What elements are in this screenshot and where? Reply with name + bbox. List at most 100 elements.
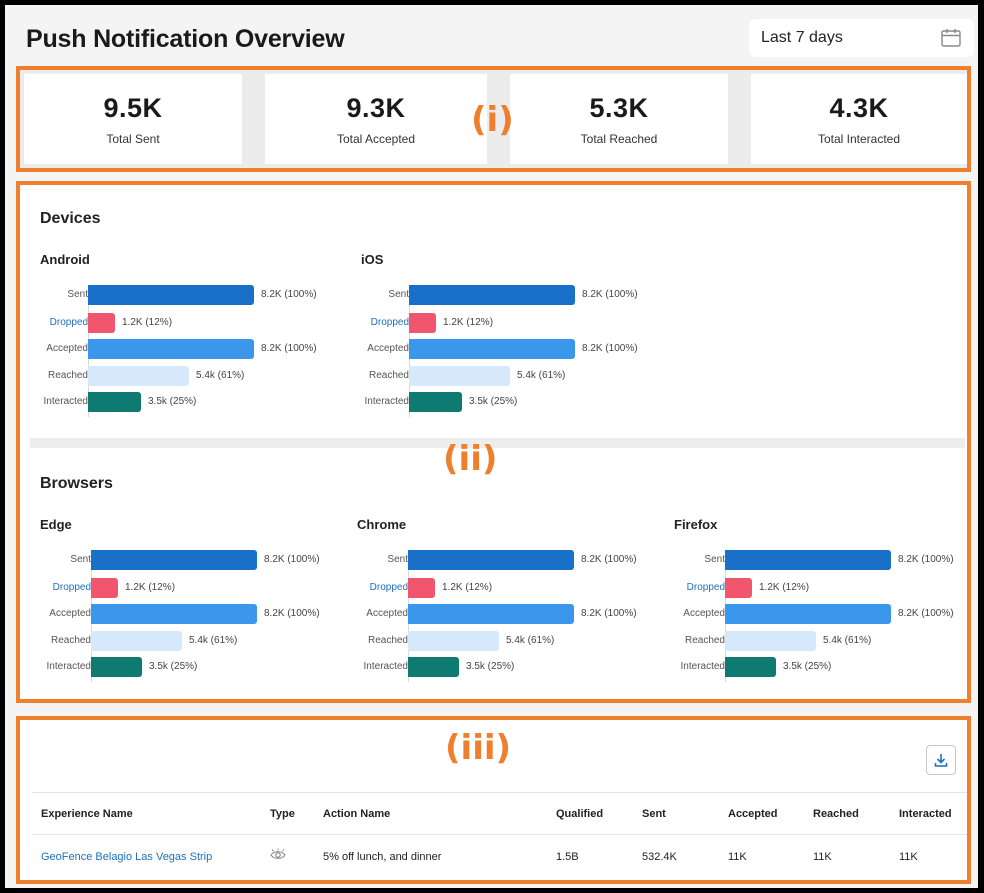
column-header-action-name[interactable]: Action Name: [323, 808, 391, 820]
funnel-row-label: Reached: [684, 635, 725, 646]
funnel-row-reached: Reached 5.4k (61%): [357, 366, 657, 387]
annotation-marker-iii: (iii): [445, 728, 512, 768]
interacted-cell: 11K: [899, 851, 918, 863]
browser-group-title-firefox: Firefox: [674, 517, 718, 532]
funnel-row-label: Sent: [704, 554, 725, 565]
funnel-bar-value: 5.4k (61%): [506, 635, 555, 646]
funnel-row-label: Sent: [70, 554, 91, 565]
funnel-bar-value: 3.5k (25%): [466, 661, 515, 672]
funnel-row-reached: Reached 5.4k (61%): [36, 366, 336, 387]
funnel-row-label: Accepted: [367, 343, 409, 354]
funnel-row-accepted: Accepted 8.2K (100%): [356, 604, 656, 625]
funnel-bar-value: 8.2K (100%): [261, 343, 317, 354]
table-divider: [32, 792, 967, 793]
funnel-row-dropped[interactable]: Dropped 1.2K (12%): [673, 578, 973, 599]
funnel-bar-value: 3.5k (25%): [469, 396, 518, 407]
funnel-row-label: Interacted: [680, 661, 725, 672]
experience-name-link[interactable]: GeoFence Belagio Las Vegas Strip: [41, 851, 213, 863]
browsers-title: Browsers: [40, 475, 113, 492]
funnel-bar: [88, 392, 141, 412]
funnel-row-label: Sent: [67, 289, 88, 300]
funnel-row-dropped[interactable]: Dropped 1.2K (12%): [356, 578, 656, 599]
funnel-bar-value: 8.2K (100%): [264, 554, 320, 565]
funnel-ios: Sent 8.2K (100%) Dropped 1.2K (12%) Accepted…: [357, 285, 657, 425]
date-range-value: Last 7 days: [761, 29, 843, 46]
funnel-bar: [91, 550, 257, 570]
funnel-bar-value: 5.4k (61%): [823, 635, 872, 646]
funnel-row-interacted: Interacted 3.5k (25%): [39, 657, 339, 678]
funnel-row-interacted: Interacted 3.5k (25%): [357, 392, 657, 413]
funnel-row-label: Accepted: [683, 608, 725, 619]
funnel-bar-value: 1.2K (12%): [122, 317, 173, 328]
funnel-bar: [409, 313, 436, 333]
funnel-row-label[interactable]: Dropped: [49, 317, 88, 328]
qualified-cell: 1.5B: [556, 851, 579, 863]
funnel-row-dropped[interactable]: Dropped 1.2K (12%): [357, 313, 657, 334]
funnel-row-label[interactable]: Dropped: [686, 582, 725, 593]
funnel-android: Sent 8.2K (100%) Dropped 1.2K (12%) Accepted…: [36, 285, 336, 425]
download-icon: [934, 754, 948, 767]
funnel-row-label: Interacted: [364, 396, 409, 407]
kpi-card-total-reached: 5.3K Total Reached: [510, 74, 728, 164]
funnel-bar-value: 8.2K (100%): [582, 289, 638, 300]
funnel-row-reached: Reached 5.4k (61%): [356, 631, 656, 652]
funnel-chrome: Sent 8.2K (100%) Dropped 1.2K (12%) Accepted…: [356, 550, 656, 690]
column-header-reached[interactable]: Reached: [813, 808, 859, 820]
funnel-bar-value: 8.2K (100%): [581, 608, 637, 619]
action-name-cell: 5% off lunch, and dinner: [323, 851, 442, 863]
column-header-experience-name[interactable]: Experience Name: [41, 808, 133, 820]
kpi-value: 5.3K: [589, 92, 649, 123]
funnel-bar-value: 8.2K (100%): [582, 343, 638, 354]
funnel-firefox: Sent 8.2K (100%) Dropped 1.2K (12%) Accepted…: [673, 550, 973, 690]
kpi-card-total-interacted: 4.3K Total Interacted: [751, 74, 967, 164]
funnel-bar: [91, 604, 257, 624]
funnel-bar: [88, 285, 254, 305]
funnel-row-label[interactable]: Dropped: [369, 582, 408, 593]
devices-browsers-panel: Devices Android Sent 8.2K (100%) Dropped 1.…: [16, 181, 971, 703]
column-header-type[interactable]: Type: [270, 808, 295, 820]
funnel-row-label: Reached: [47, 370, 88, 381]
kpi-panel: 9.5K Total Sent 9.3K Total Accepted 5.3K…: [16, 66, 971, 172]
funnel-row-reached: Reached 5.4k (61%): [673, 631, 973, 652]
kpi-value: 4.3K: [829, 92, 889, 123]
funnel-bar: [91, 657, 142, 677]
funnel-bar: [408, 604, 574, 624]
funnel-bar-value: 1.2K (12%): [759, 582, 810, 593]
funnel-bar: [725, 631, 816, 651]
funnel-bar-value: 1.2K (12%): [442, 582, 493, 593]
kpi-value: 9.3K: [346, 92, 406, 123]
funnel-bar: [88, 339, 254, 359]
section-divider: [30, 438, 965, 448]
annotation-marker-ii: (ii): [443, 439, 498, 479]
funnel-row-dropped[interactable]: Dropped 1.2K (12%): [39, 578, 339, 599]
funnel-bar: [91, 631, 182, 651]
column-header-qualified[interactable]: Qualified: [556, 808, 604, 820]
funnel-bar: [408, 657, 459, 677]
column-header-sent[interactable]: Sent: [642, 808, 666, 820]
funnel-bar: [409, 285, 575, 305]
funnel-row-label: Accepted: [366, 608, 408, 619]
funnel-row-interacted: Interacted 3.5k (25%): [673, 657, 973, 678]
funnel-bar-value: 3.5k (25%): [149, 661, 198, 672]
devices-title: Devices: [40, 210, 101, 227]
funnel-row-dropped[interactable]: Dropped 1.2K (12%): [36, 313, 336, 334]
funnel-row-interacted: Interacted 3.5k (25%): [356, 657, 656, 678]
page: Push Notification Overview Last 7 days 9…: [5, 5, 978, 888]
date-range-picker[interactable]: Last 7 days: [749, 19, 974, 57]
funnel-bar-value: 3.5k (25%): [148, 396, 197, 407]
kpi-label: Total Accepted: [336, 131, 416, 146]
download-button[interactable]: [926, 745, 956, 775]
sent-cell: 532.4K: [642, 851, 677, 863]
kpi-value: 9.5K: [103, 92, 163, 123]
funnel-row-label: Sent: [387, 554, 408, 565]
funnel-bar-value: 5.4k (61%): [517, 370, 566, 381]
funnel-row-label[interactable]: Dropped: [52, 582, 91, 593]
kpi-card-total-accepted: 9.3K Total Accepted: [265, 74, 487, 164]
funnel-bar-value: 8.2K (100%): [261, 289, 317, 300]
funnel-bar-value: 3.5k (25%): [783, 661, 832, 672]
column-header-accepted[interactable]: Accepted: [728, 808, 778, 820]
column-header-interacted[interactable]: Interacted: [899, 808, 952, 820]
funnel-row-label[interactable]: Dropped: [370, 317, 409, 328]
funnel-row-sent: Sent 8.2K (100%): [36, 285, 336, 306]
funnel-bar: [409, 339, 575, 359]
